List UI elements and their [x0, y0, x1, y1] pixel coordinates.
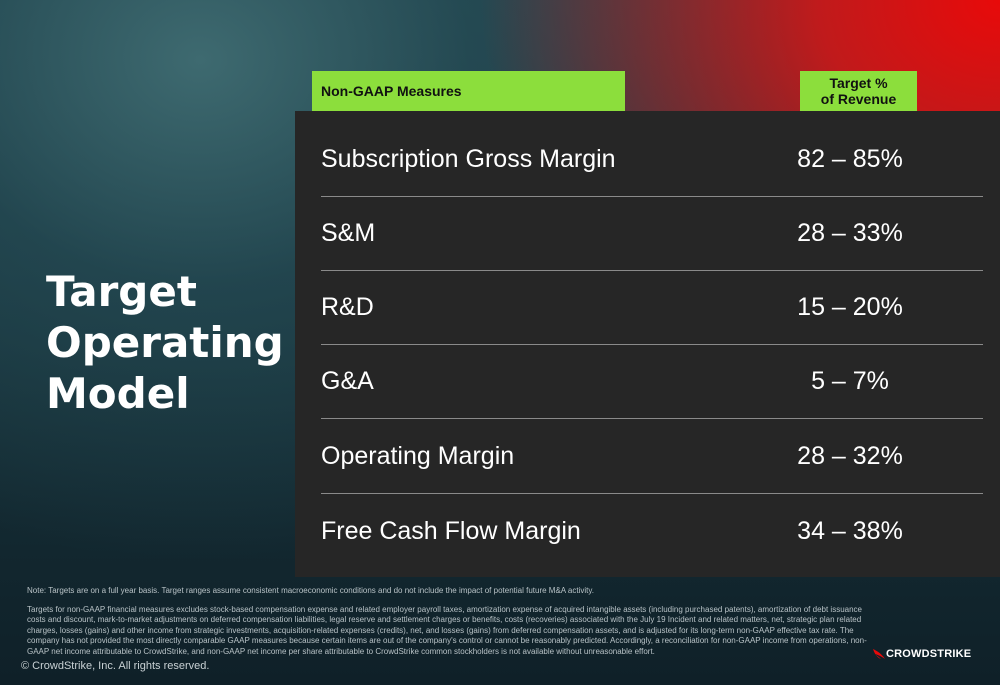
- crowdstrike-logo: CROWDSTRIKE: [873, 645, 971, 663]
- target-header-line2: of Revenue: [820, 91, 897, 107]
- table-row: G&A 5 – 7%: [321, 345, 983, 419]
- logo-text: CROWDSTRIKE: [886, 648, 972, 660]
- non-gaap-measures-header: Non-GAAP Measures: [312, 71, 625, 111]
- measure-label: S&M: [321, 219, 376, 247]
- measure-label: Subscription Gross Margin: [321, 145, 616, 173]
- measure-label: Free Cash Flow Margin: [321, 516, 581, 545]
- measure-target-value: 28 – 32%: [797, 442, 903, 470]
- measure-label: R&D: [321, 293, 374, 321]
- note-text: Note: Targets are on a full year basis. …: [27, 586, 594, 595]
- measure-target-value: 5 – 7%: [811, 367, 889, 395]
- target-revenue-header: Target % of Revenue: [800, 71, 917, 111]
- measure-target-value: 82 – 85%: [797, 145, 903, 173]
- table-row: Operating Margin 28 – 32%: [321, 420, 983, 494]
- copyright-text: © CrowdStrike, Inc. All rights reserved.: [21, 660, 210, 672]
- measure-label: G&A: [321, 367, 374, 395]
- table-row: Free Cash Flow Margin 34 – 38%: [321, 494, 983, 568]
- falcon-icon: [873, 649, 885, 659]
- target-header-line1: Target %: [829, 75, 888, 91]
- measure-target-value: 34 – 38%: [797, 516, 903, 545]
- page-title: Target Operating Model: [46, 267, 284, 418]
- measures-table: Subscription Gross Margin 82 – 85% S&M 2…: [295, 111, 1000, 577]
- non-gaap-measures-label: Non-GAAP Measures: [321, 83, 462, 99]
- measure-target-value: 15 – 20%: [797, 293, 903, 321]
- measure-target-value: 28 – 33%: [797, 219, 903, 247]
- table-row: Subscription Gross Margin 82 – 85%: [321, 123, 983, 197]
- footnote-text: Targets for non-GAAP financial measures …: [27, 605, 867, 656]
- measure-label: Operating Margin: [321, 442, 515, 470]
- table-row: S&M 28 – 33%: [321, 197, 983, 271]
- table-row: R&D 15 – 20%: [321, 271, 983, 345]
